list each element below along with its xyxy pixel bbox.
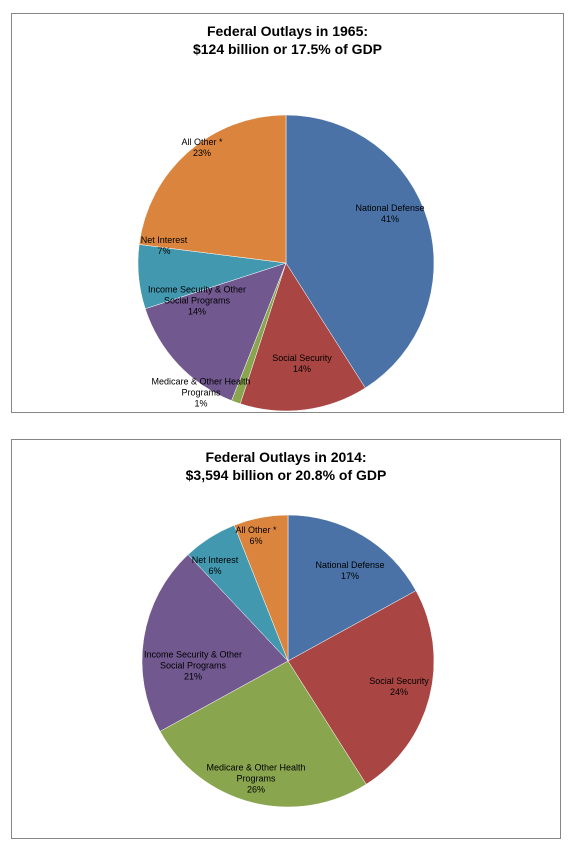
chart-subtitle: $3,594 billion or 20.8% of GDP — [185, 467, 387, 483]
slice-category: Social Security — [369, 676, 429, 686]
slice-category: Income Security & Other Social Programs — [147, 284, 247, 306]
slice-value: 23% — [192, 148, 211, 158]
slice-category: Net Interest — [191, 555, 239, 565]
slice-category: Medicare & Other Health Programs — [151, 376, 251, 398]
slice-label: Medicare & Other Health Programs 26% — [189, 763, 324, 796]
slice-label: All Other * 6% — [226, 525, 286, 547]
slice-label: Social Security 14% — [257, 353, 347, 375]
pie-slice — [138, 114, 287, 264]
slice-value: 14% — [292, 364, 311, 374]
slice-label: National Defense 41% — [345, 203, 435, 225]
slice-label: All Other * 23% — [162, 137, 242, 159]
slice-category: Medicare & Other Health Programs — [206, 762, 306, 784]
chart-subtitle: $124 billion or 17.5% of GDP — [192, 41, 383, 57]
slice-value: 17% — [340, 571, 359, 581]
chart-title-block: Federal Outlays in 2014: $3,594 billion o… — [12, 448, 560, 484]
pie-slice — [239, 262, 366, 412]
slice-label: Income Security & Other Social Programs 1… — [141, 285, 253, 318]
pie-chart — [137, 114, 435, 412]
slice-label: Medicare & Other Health Programs 1% — [151, 377, 251, 410]
slice-value: 1% — [194, 398, 208, 409]
slice-label: National Defense 17% — [305, 560, 395, 582]
slice-value: 14% — [187, 306, 206, 317]
chart-title: Federal Outlays in 2014: — [205, 449, 367, 465]
chart-title: Federal Outlays in 1965: — [206, 23, 369, 39]
pie-slice — [141, 554, 289, 732]
slice-value: 26% — [246, 784, 265, 795]
slice-category: Income Security & Other Social Programs — [143, 649, 243, 671]
slice-value: 24% — [389, 687, 408, 697]
slice-label: Net Interest 6% — [175, 555, 255, 577]
pie-slice — [159, 660, 367, 808]
slice-category: Social Security — [272, 353, 332, 363]
pie-slice — [285, 114, 435, 389]
chart-title-block: Federal Outlays in 1965: $124 billion or … — [12, 22, 563, 58]
slice-category: All Other * — [181, 137, 223, 147]
slice-value: 6% — [249, 536, 263, 546]
slice-label: Income Security & Other Social Programs 2… — [137, 650, 249, 683]
slice-value: 6% — [208, 566, 222, 576]
slice-value: 21% — [183, 671, 202, 682]
pie-slice — [287, 590, 435, 785]
slice-category: Net Interest — [140, 235, 188, 245]
slice-value: 7% — [157, 246, 171, 256]
slice-category: All Other * — [235, 525, 277, 535]
chart-panel: Federal Outlays in 1965: $124 billion or … — [11, 13, 564, 413]
slice-category: National Defense — [315, 560, 385, 570]
pie-chart — [141, 514, 435, 808]
pie-slice — [287, 514, 417, 662]
pie-slice — [233, 514, 289, 662]
slice-value: 41% — [380, 214, 399, 224]
chart-panel: Federal Outlays in 2014: $3,594 billion o… — [11, 439, 561, 839]
slice-label: Net Interest 7% — [124, 235, 204, 257]
slice-label: Social Security 24% — [354, 676, 444, 698]
slice-category: National Defense — [355, 203, 425, 213]
